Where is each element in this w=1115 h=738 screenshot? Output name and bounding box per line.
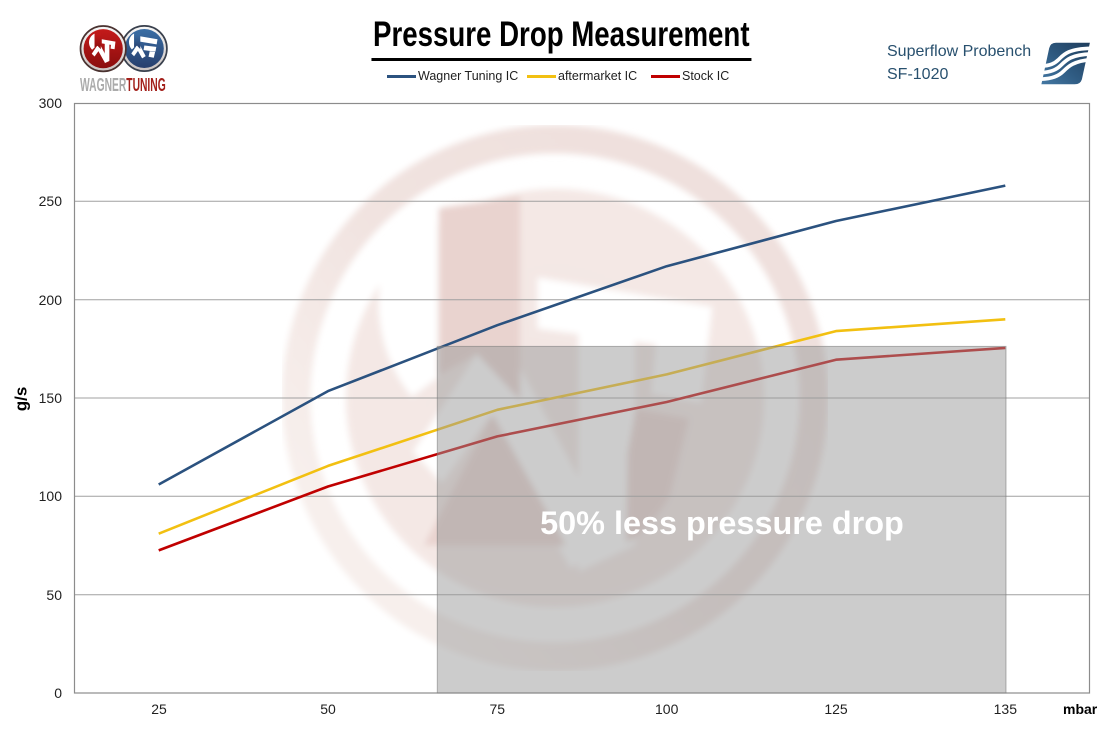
svg-text:50% less pressure drop: 50% less pressure drop bbox=[540, 505, 904, 541]
